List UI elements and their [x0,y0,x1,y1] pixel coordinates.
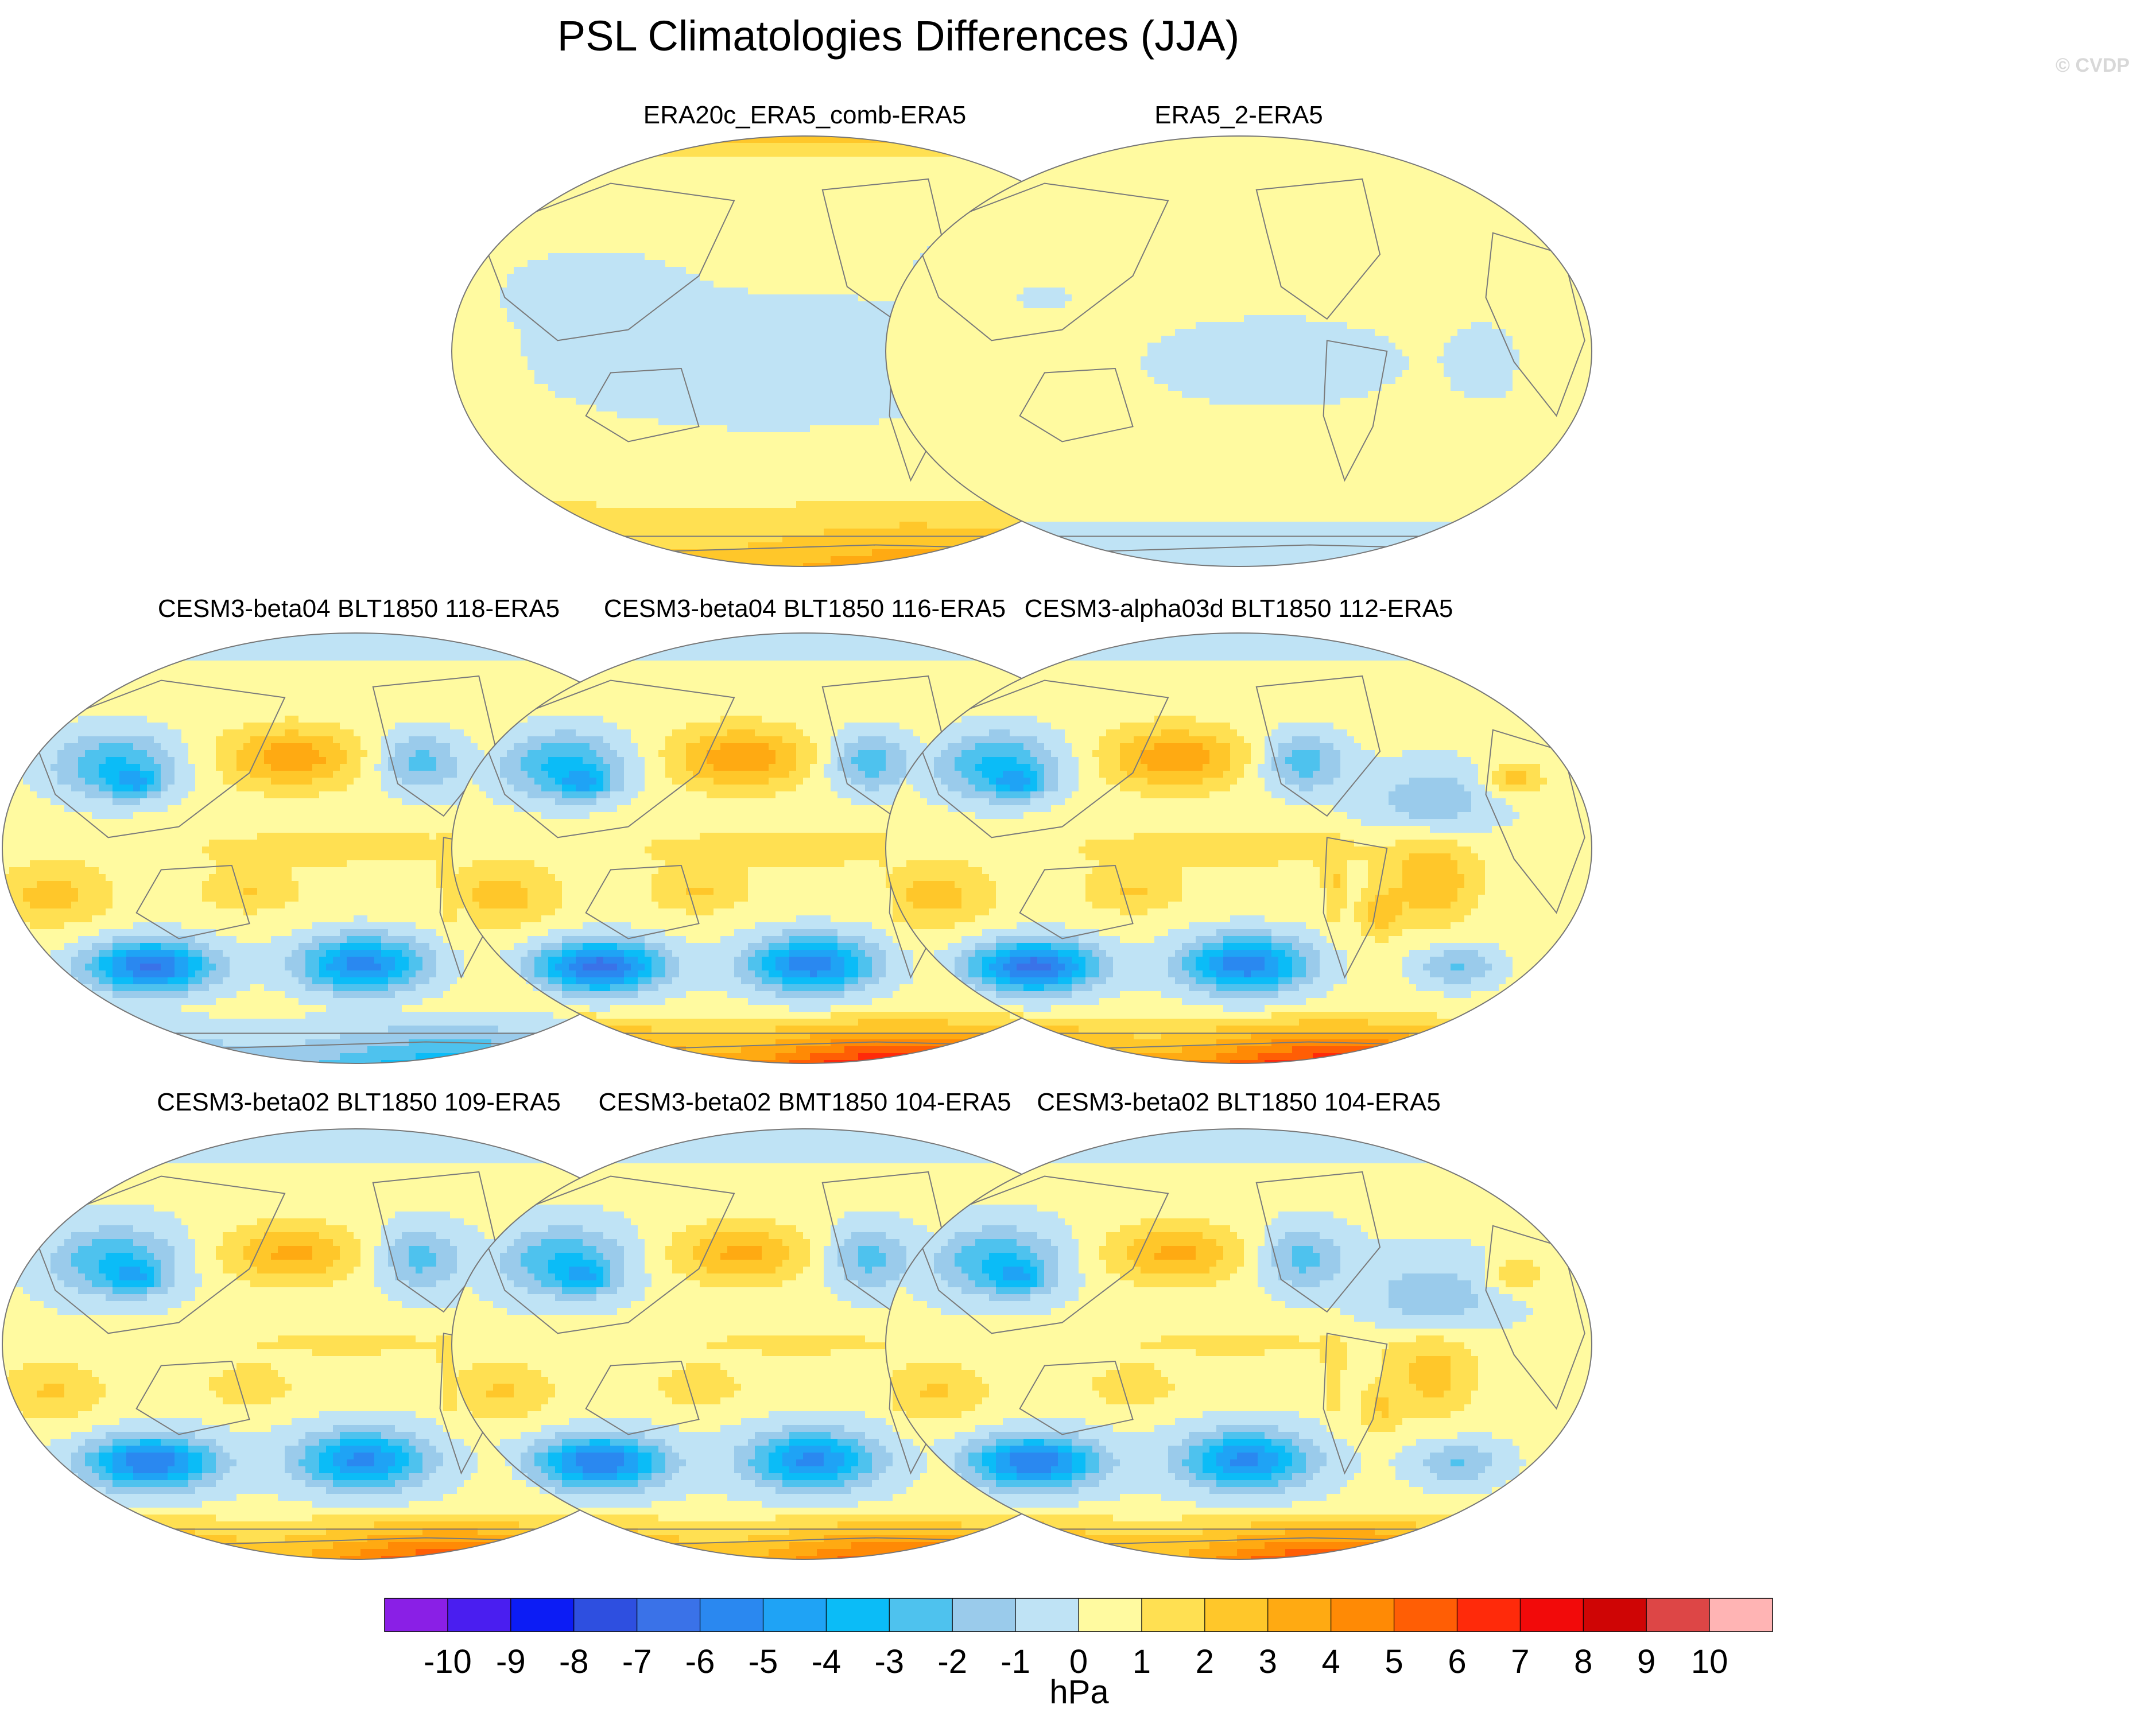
colorbar-swatch [700,1598,763,1632]
colorbar-tick-label: -9 [496,1643,526,1680]
panel-title: CESM3-beta02 BMT1850 104-ERA5 [598,1088,1011,1116]
colorbar-swatch [385,1598,448,1632]
map-panel-b02_104: CESM3-beta02 BLT1850 104-ERA5 [885,1088,1592,1560]
map-border [885,1128,1592,1560]
colorbar-swatch [1709,1598,1773,1632]
map-panels: ERA20c_ERA5_comb-ERA5 ERA5_2-ERA5 CESM3-be… [2,101,1592,1560]
colorbar-tick-label: 3 [1259,1643,1277,1680]
panel-title: ERA5_2-ERA5 [1154,101,1323,129]
colorbar-swatch [952,1598,1016,1632]
colorbar-tick-label: 6 [1448,1643,1466,1680]
colorbar-tick-label: -5 [749,1643,778,1680]
panel-title: CESM3-alpha03d BLT1850 112-ERA5 [1025,595,1453,623]
colorbar-swatch [1141,1598,1205,1632]
panel-title: CESM3-beta02 BLT1850 109-ERA5 [157,1088,561,1116]
watermark: © CVDP [2056,55,2130,76]
colorbar-swatch [1015,1598,1079,1632]
colorbar-tick-label: -1 [1001,1643,1030,1680]
colorbar-tick-label: -7 [622,1643,652,1680]
map-border [885,135,1592,567]
colorbar-tick-label: 2 [1196,1643,1214,1680]
colorbar-tick-label: -10 [424,1643,472,1680]
panel-title: ERA20c_ERA5_comb-ERA5 [643,101,966,129]
colorbar-swatch [763,1598,827,1632]
colorbar-swatch [573,1598,638,1632]
colorbar-swatch [637,1598,701,1632]
colorbar-tick-label: 8 [1574,1643,1592,1680]
colorbar-tick-label: -8 [559,1643,589,1680]
map-border [885,632,1592,1064]
colorbar-swatch [1079,1598,1142,1632]
colorbar-swatch [510,1598,575,1632]
panel-title: CESM3-beta02 BLT1850 104-ERA5 [1037,1088,1441,1116]
colorbar-swatch [1646,1598,1710,1632]
colorbar-swatch [1520,1598,1584,1632]
map-panel-era5_2: ERA5_2-ERA5 [885,101,1592,567]
figure-title: PSL Climatologies Differences (JJA) [557,12,1240,60]
colorbar-swatch [447,1598,511,1632]
colorbar-tick-label: 5 [1385,1643,1403,1680]
colorbar-tick-label: -6 [685,1643,715,1680]
colorbar-swatch [889,1598,953,1632]
colorbar-unit: hPa [1049,1673,1109,1711]
colorbar-tick-label: 9 [1637,1643,1655,1680]
colorbar-swatch [826,1598,890,1632]
panel-title: CESM3-beta04 BLT1850 118-ERA5 [158,595,560,623]
panel-title: CESM3-beta04 BLT1850 116-ERA5 [604,595,1006,623]
colorbar-tick-label: 10 [1691,1643,1728,1680]
colorbar-tick-label: 7 [1511,1643,1529,1680]
psl-field [886,633,1592,1063]
map-panel-a03d_112: CESM3-alpha03d BLT1850 112-ERA5 [885,595,1592,1064]
colorbar-tick-label: 4 [1322,1643,1340,1680]
colorbar-swatch [1204,1598,1269,1632]
colorbar-tick-label: 1 [1133,1643,1151,1680]
colorbar-tick-label: 0 [1069,1643,1088,1680]
colorbar-tick-label: -3 [874,1643,904,1680]
colorbar-tick-label: -2 [937,1643,967,1680]
colorbar-swatch [1583,1598,1647,1632]
colorbar-swatch [1331,1598,1395,1632]
colorbar-swatch [1457,1598,1521,1632]
colorbar-swatch [1267,1598,1332,1632]
colorbar-tick-label: -4 [812,1643,842,1680]
colorbar-swatch [1394,1598,1457,1632]
